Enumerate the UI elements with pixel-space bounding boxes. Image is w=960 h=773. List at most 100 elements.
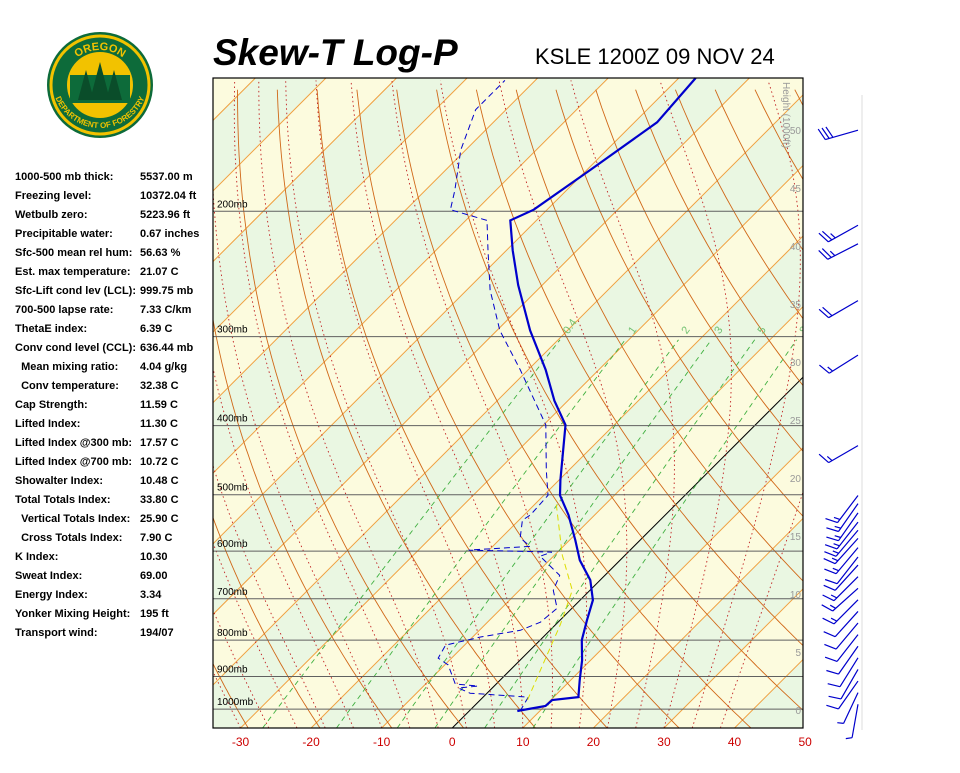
dry-adiabat xyxy=(555,89,803,517)
moist-adiabat xyxy=(659,80,732,728)
index-value: 195 ft xyxy=(140,608,169,620)
index-value: 636.44 mb xyxy=(140,342,193,354)
index-value: 10.48 C xyxy=(140,475,179,487)
wind-barb xyxy=(824,634,859,662)
wind-barb xyxy=(824,521,859,550)
isotherm xyxy=(213,78,468,333)
isotherm-band xyxy=(213,78,803,685)
index-label: Sfc-500 mean rel hum: xyxy=(15,247,132,259)
chart-title: Skew-T Log-P xyxy=(213,32,458,73)
x-tick-label: 40 xyxy=(728,735,742,749)
height-tick-label: 35 xyxy=(790,300,802,311)
index-label: Yonker Mixing Height: xyxy=(15,608,130,620)
index-value: 5223.96 ft xyxy=(140,209,190,221)
plot-foreground: 1000mb 900mb 800mb 700mb 600mb 500mb 400mb 300m… xyxy=(212,77,812,749)
moist-adiabat xyxy=(213,609,270,728)
index-value: 7.33 C/km xyxy=(140,304,192,316)
height-tick-label: 30 xyxy=(790,358,802,369)
height-tick-label: 10 xyxy=(790,590,802,601)
isotherm xyxy=(213,94,803,686)
wind-barb xyxy=(837,692,859,724)
index-label: Lifted Index: xyxy=(15,418,80,430)
indices-table: 1000-500 mb thick: 5537.00 m Freezing leve… xyxy=(15,171,199,639)
index-label: Showalter Index: xyxy=(15,475,103,487)
isotherm xyxy=(213,78,327,192)
wind-barb xyxy=(818,445,859,464)
wind-barb xyxy=(825,495,859,524)
index-label: 1000-500 mb thick: xyxy=(15,171,113,183)
index-value: 999.75 mb xyxy=(140,285,193,297)
wind-barb xyxy=(818,243,859,260)
plot-frame xyxy=(212,77,804,729)
isotherm xyxy=(593,517,803,728)
wind-barb xyxy=(826,645,859,675)
mixing-ratio-line xyxy=(396,339,679,728)
wind-barb xyxy=(817,126,859,141)
index-label: Cross Totals Index: xyxy=(15,532,122,544)
moist-adiabat xyxy=(233,80,411,728)
wind-barb xyxy=(818,224,859,243)
logo: OREGON DEPARTMENT OF FORESTRY xyxy=(47,32,153,138)
isotherm xyxy=(240,164,803,728)
logo-ring xyxy=(49,34,151,136)
index-value: 194/07 xyxy=(140,627,174,639)
mixing-ratio-label: 3 xyxy=(712,324,725,336)
index-label: Energy Index: xyxy=(15,589,88,601)
index-label: Total Totals Index: xyxy=(15,494,111,506)
logo-top-path: OREGON xyxy=(72,41,127,60)
index-value: 7.90 C xyxy=(140,532,172,544)
wind-barb xyxy=(826,512,859,542)
index-value: 6.39 C xyxy=(140,323,172,335)
height-tick-label: 15 xyxy=(790,532,802,543)
plot-background: 0.412358 xyxy=(213,78,810,728)
index-label: Conv cond level (CCL): xyxy=(15,342,136,354)
index-label: Precipitable water: xyxy=(15,228,113,240)
mixing-ratio-line xyxy=(336,339,626,728)
pressure-label: 800mb xyxy=(217,628,248,639)
wind-barb xyxy=(824,547,859,575)
wind-barb xyxy=(823,537,859,565)
height-tick-label: 0 xyxy=(795,706,801,717)
index-value: 3.34 xyxy=(140,589,162,601)
moist-adiabat xyxy=(285,80,467,728)
sounding-trace xyxy=(509,77,697,713)
pressure-label: 300mb xyxy=(217,325,248,336)
pressure-label: 200mb xyxy=(217,199,248,210)
height-tick-label: 5 xyxy=(795,648,801,659)
height-tick-label: 20 xyxy=(790,474,802,485)
isotherm xyxy=(213,78,397,263)
mixing-ratio-line xyxy=(434,339,712,728)
index-value: 0.67 inches xyxy=(140,228,199,240)
isotherm xyxy=(213,78,609,474)
index-label: ThetaE index: xyxy=(15,323,87,335)
index-value: 32.38 C xyxy=(140,380,179,392)
wind-barb xyxy=(824,556,859,585)
index-value: 33.80 C xyxy=(140,494,179,506)
height-tick-label: 40 xyxy=(790,242,802,253)
height-tick-label: 45 xyxy=(790,184,802,195)
index-label: Conv temperature: xyxy=(15,380,119,392)
moist-adiabat xyxy=(315,80,496,728)
index-label: Lifted Index @300 mb: xyxy=(15,437,132,449)
moist-adiabat xyxy=(213,541,298,728)
index-label: Est. max temperature: xyxy=(15,266,131,278)
wind-barb xyxy=(845,704,859,740)
index-value: 11.30 C xyxy=(140,418,178,430)
index-value: 21.07 C xyxy=(140,266,179,278)
index-value: 10372.04 ft xyxy=(140,190,197,202)
index-label: Sweat Index: xyxy=(15,570,82,582)
height-tick-label: 50 xyxy=(790,126,802,137)
wind-barb xyxy=(819,354,859,374)
wind-barb xyxy=(823,611,859,638)
isotherm xyxy=(522,447,803,728)
index-label: Freezing level: xyxy=(15,190,91,202)
index-value: 56.63 % xyxy=(140,247,181,259)
pressure-label: 900mb xyxy=(217,665,248,676)
index-value: 17.57 C xyxy=(140,437,179,449)
mixing-ratio-label: 8 xyxy=(797,324,810,336)
index-value: 10.30 xyxy=(140,551,168,563)
index-value: 4.04 g/kg xyxy=(140,361,187,373)
index-value: 25.90 C xyxy=(140,513,179,525)
sounding-trace xyxy=(527,500,573,701)
wind-barb xyxy=(826,680,859,710)
